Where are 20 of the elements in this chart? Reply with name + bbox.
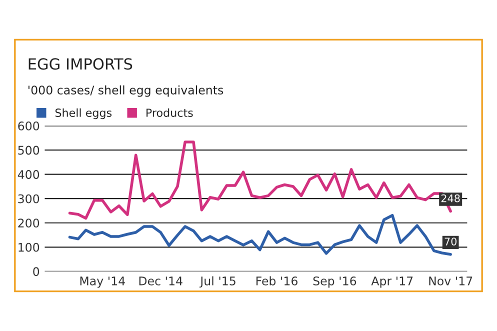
y-tick-label: 0 — [33, 267, 40, 276]
y-tick-label: 100 — [18, 242, 40, 252]
x-tick-label: Apr '17 — [371, 276, 413, 288]
data-label: 70 — [444, 238, 457, 246]
legend-label: Products — [146, 108, 193, 117]
x-tick-label: Sep '16 — [313, 276, 356, 288]
chart-title: EGG IMPORTS — [28, 58, 132, 70]
x-tick-label: Dec '14 — [139, 276, 182, 286]
legend-label: Shell eggs — [55, 108, 112, 120]
x-tick-label: Feb '16 — [256, 276, 298, 286]
y-tick-label: 400 — [18, 170, 40, 179]
chart-subtitle: '000 cases/ shell egg equivalents — [28, 85, 224, 97]
y-tick-label: 200 — [18, 218, 40, 228]
x-tick-label: May '14 — [80, 276, 125, 288]
y-tick-label: 500 — [18, 146, 40, 155]
y-tick-label: 600 — [18, 122, 40, 130]
y-tick-label: 300 — [18, 194, 40, 204]
x-tick-label: Nov '17 — [429, 276, 472, 286]
x-tick-label: Jul '15 — [200, 276, 236, 288]
data-label: 248 — [441, 194, 460, 202]
